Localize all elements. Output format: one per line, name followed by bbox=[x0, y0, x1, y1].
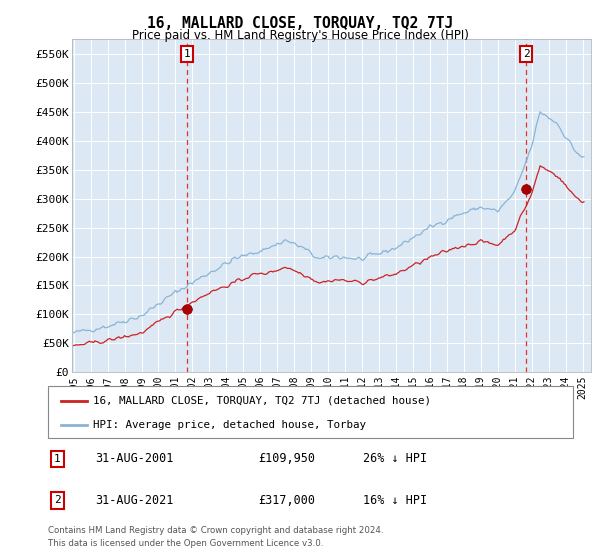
Text: 16% ↓ HPI: 16% ↓ HPI bbox=[363, 494, 427, 507]
Text: This data is licensed under the Open Government Licence v3.0.: This data is licensed under the Open Gov… bbox=[48, 539, 323, 548]
Text: 2: 2 bbox=[523, 49, 529, 59]
Text: 2: 2 bbox=[54, 496, 61, 505]
FancyBboxPatch shape bbox=[48, 386, 573, 438]
Text: 26% ↓ HPI: 26% ↓ HPI bbox=[363, 452, 427, 465]
Text: 16, MALLARD CLOSE, TORQUAY, TQ2 7TJ (detached house): 16, MALLARD CLOSE, TORQUAY, TQ2 7TJ (det… bbox=[92, 396, 431, 406]
Text: HPI: Average price, detached house, Torbay: HPI: Average price, detached house, Torb… bbox=[92, 420, 365, 430]
Text: 31-AUG-2021: 31-AUG-2021 bbox=[95, 494, 173, 507]
Text: Contains HM Land Registry data © Crown copyright and database right 2024.: Contains HM Land Registry data © Crown c… bbox=[48, 526, 383, 535]
Text: £317,000: £317,000 bbox=[258, 494, 315, 507]
Text: 16, MALLARD CLOSE, TORQUAY, TQ2 7TJ: 16, MALLARD CLOSE, TORQUAY, TQ2 7TJ bbox=[147, 16, 453, 31]
Text: Price paid vs. HM Land Registry's House Price Index (HPI): Price paid vs. HM Land Registry's House … bbox=[131, 29, 469, 42]
Text: 1: 1 bbox=[184, 49, 190, 59]
Text: £109,950: £109,950 bbox=[258, 452, 315, 465]
Text: 31-AUG-2001: 31-AUG-2001 bbox=[95, 452, 173, 465]
Text: 1: 1 bbox=[54, 454, 61, 464]
